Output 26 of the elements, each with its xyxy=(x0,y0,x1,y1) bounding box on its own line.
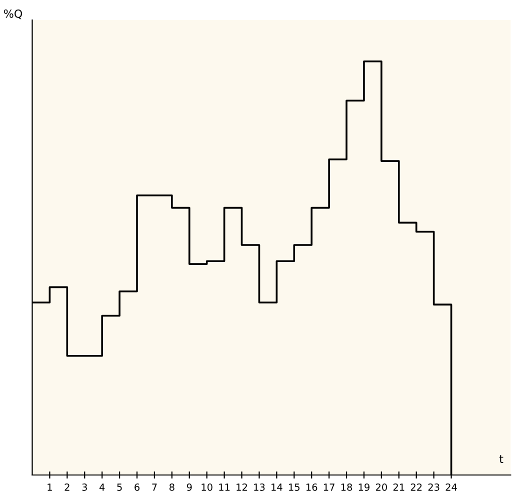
x-tick-label: 18 xyxy=(341,484,352,491)
y-axis-title: %Q xyxy=(4,9,22,20)
x-tick-label: 7 xyxy=(152,484,157,491)
x-tick-label: 14 xyxy=(272,484,282,491)
x-tick-label: 22 xyxy=(410,484,422,491)
x-tick-label: 3 xyxy=(82,484,87,491)
x-tick-label: 19 xyxy=(358,484,370,491)
x-tick-label: 4 xyxy=(99,484,105,491)
x-tick-label: 11 xyxy=(219,484,230,491)
x-tick-label: 1 xyxy=(48,484,52,491)
x-tick-label: 20 xyxy=(376,484,387,491)
x-tick-label: 21 xyxy=(393,484,404,491)
x-tick-label: 10 xyxy=(202,484,212,491)
x-tick-label: 13 xyxy=(254,484,265,491)
x-tick-label: 8 xyxy=(169,484,174,491)
x-axis-title: t xyxy=(499,455,504,463)
x-tick-label: 17 xyxy=(324,484,334,491)
x-tick-label: 2 xyxy=(64,484,70,491)
x-tick-label: 9 xyxy=(186,484,192,491)
x-tick-label: 5 xyxy=(117,484,122,491)
x-tick-label: 6 xyxy=(134,484,140,491)
x-tick-label: 16 xyxy=(306,484,318,491)
x-tick-label: 23 xyxy=(428,484,440,491)
x-tick-label: 24 xyxy=(446,484,457,491)
x-tick-label: 15 xyxy=(289,484,300,491)
x-tick-label: 12 xyxy=(236,484,247,491)
